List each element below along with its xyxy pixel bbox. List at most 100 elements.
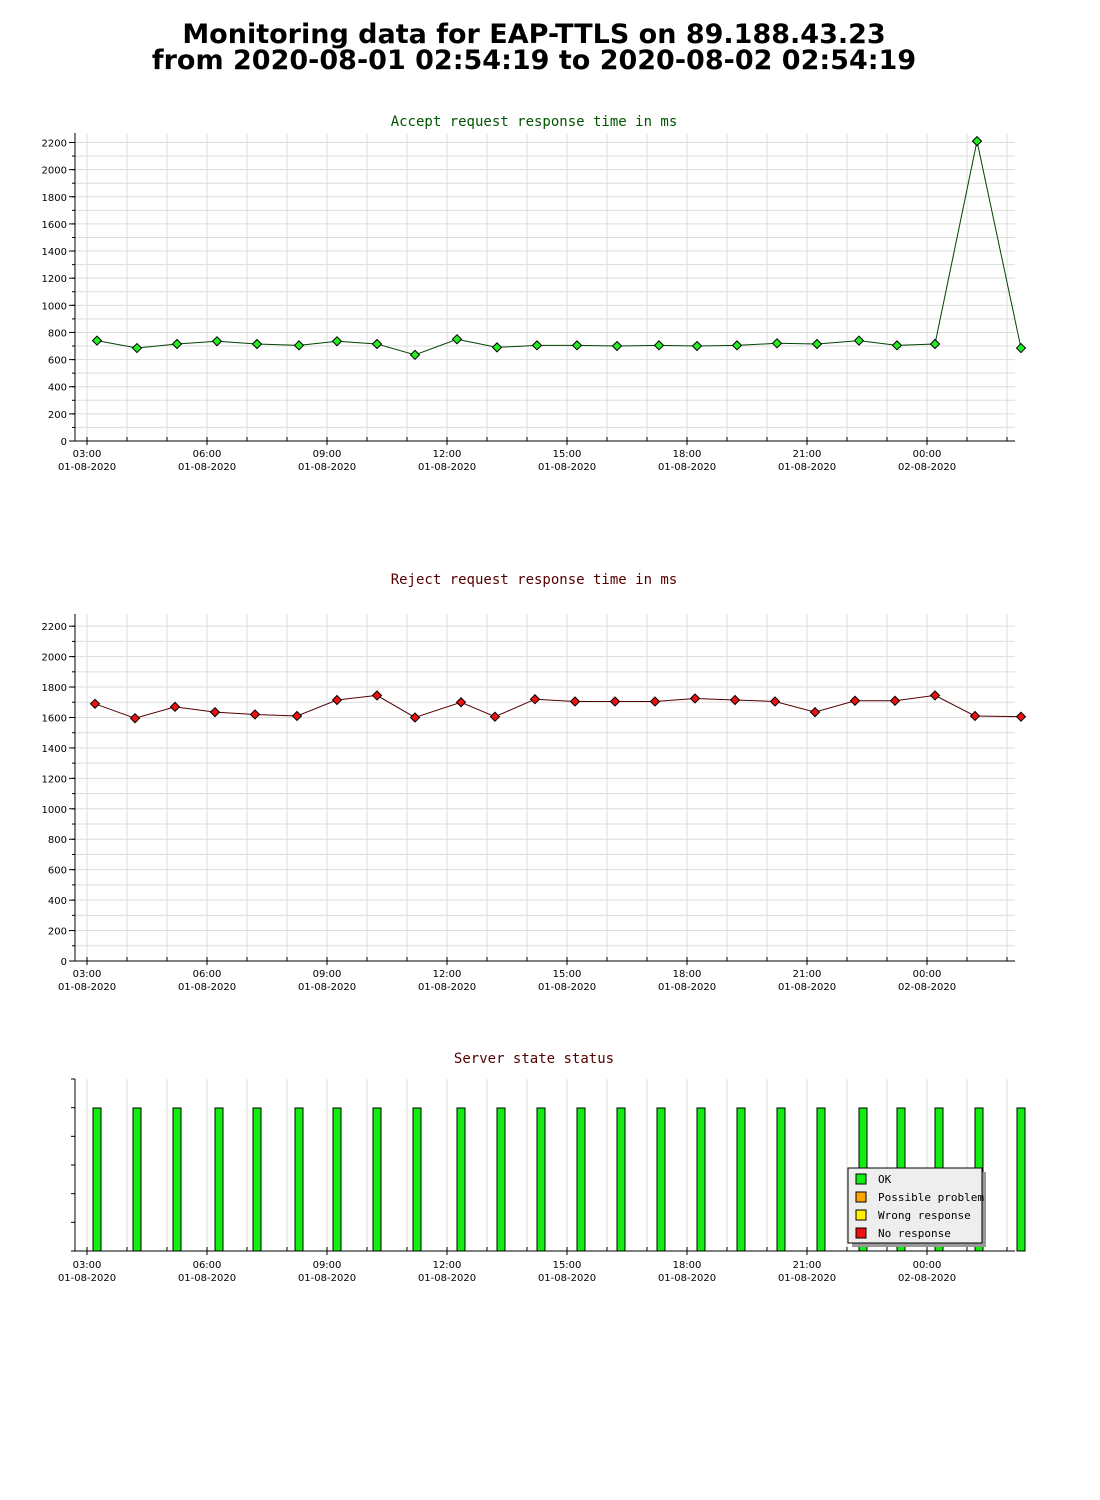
data-point: [971, 135, 983, 147]
x-tick-label-date: 01-08-2020: [298, 982, 356, 993]
data-point: [91, 335, 103, 346]
x-tick-label-time: 12:00: [433, 1260, 462, 1271]
x-tick-label-time: 21:00: [793, 1260, 822, 1271]
x-tick-label-date: 01-08-2020: [658, 982, 716, 993]
data-point: [729, 694, 741, 706]
data-point: [609, 696, 621, 707]
data-point: [811, 338, 823, 350]
status-bar: [1016, 1107, 1026, 1252]
status-bar: [816, 1107, 826, 1252]
status-bar: [372, 1107, 382, 1252]
x-tick-label-time: 18:00: [673, 449, 702, 460]
y-tick-label: 600: [48, 356, 67, 367]
status-bar: [576, 1107, 586, 1252]
y-tick-label: 1400: [42, 247, 67, 258]
x-tick-label-date: 01-08-2020: [658, 462, 716, 473]
x-tick-label-time: 09:00: [313, 449, 342, 460]
y-tick-label: 1800: [42, 193, 67, 204]
legend-label: No response: [878, 1227, 951, 1240]
x-tick-label-date: 01-08-2020: [178, 1273, 236, 1284]
status-bar: [696, 1107, 706, 1252]
status-bar: [214, 1107, 224, 1252]
data-point: [209, 706, 221, 718]
data-point: [769, 696, 781, 707]
data-point: [331, 336, 343, 347]
y-tick-label: 200: [48, 410, 67, 421]
chart-title: Reject request response time in ms: [391, 572, 678, 588]
y-tick-label: 1400: [42, 744, 67, 755]
x-tick-label-time: 15:00: [553, 449, 582, 460]
x-tick-label-time: 09:00: [313, 1260, 342, 1271]
legend-swatch: [855, 1209, 867, 1221]
status-bar: [412, 1107, 422, 1252]
x-tick-label-time: 15:00: [553, 969, 582, 980]
data-point: [889, 695, 901, 706]
data-point: [691, 340, 703, 352]
data-point: [251, 338, 263, 350]
data-point: [249, 709, 261, 720]
y-tick-label: 400: [48, 896, 67, 907]
data-point: [929, 338, 941, 350]
data-point: [131, 342, 143, 354]
status-bar: [536, 1107, 546, 1252]
series-line: [94, 694, 1022, 719]
x-tick-label-time: 12:00: [433, 449, 462, 460]
chart-title: Server state status: [454, 1051, 614, 1067]
data-point: [491, 342, 503, 353]
x-tick-label-time: 06:00: [193, 449, 222, 460]
x-tick-label-date: 02-08-2020: [898, 1273, 956, 1284]
x-tick-label-date: 01-08-2020: [178, 462, 236, 473]
data-point: [771, 338, 783, 349]
y-tick-label: 1600: [42, 713, 67, 724]
status-bar: [172, 1107, 182, 1252]
legend-swatch: [855, 1191, 867, 1203]
x-tick-label-time: 18:00: [673, 969, 702, 980]
data-point: [409, 712, 421, 723]
data-point: [291, 710, 303, 722]
data-point: [371, 338, 383, 350]
y-tick-label: 1000: [42, 301, 67, 312]
y-tick-label: 1200: [42, 274, 67, 285]
legend-swatch: [855, 1227, 867, 1239]
data-point: [849, 695, 861, 706]
chart-1: Reject request response time in ms 0 200 40…: [42, 572, 1027, 993]
data-point: [89, 698, 101, 710]
x-tick-label-time: 06:00: [193, 1260, 222, 1271]
data-point: [649, 696, 661, 707]
x-tick-label-date: 01-08-2020: [778, 982, 836, 993]
y-tick-label: 1200: [42, 774, 67, 785]
x-tick-label-date: 01-08-2020: [58, 462, 116, 473]
chart-title: Accept request response time in ms: [391, 114, 678, 130]
y-tick-label: 2200: [42, 622, 67, 633]
y-tick-label: 200: [48, 927, 67, 938]
y-tick-label: 1800: [42, 683, 67, 694]
data-point: [929, 690, 941, 701]
legend-box: [847, 1167, 983, 1244]
data-point: [571, 340, 583, 351]
data-point: [293, 340, 305, 351]
data-point: [409, 349, 421, 361]
x-tick-label-time: 03:00: [73, 1260, 102, 1271]
y-tick-label: 0: [61, 957, 67, 968]
data-point: [653, 340, 665, 351]
data-point: [1015, 711, 1027, 722]
y-tick-label: 2000: [42, 653, 67, 664]
data-point: [455, 697, 467, 708]
data-point: [171, 338, 183, 350]
x-tick-label-date: 01-08-2020: [658, 1273, 716, 1284]
data-point: [853, 335, 865, 346]
x-tick-label-date: 01-08-2020: [58, 1273, 116, 1284]
data-point: [531, 340, 543, 351]
x-tick-label-time: 06:00: [193, 969, 222, 980]
y-tick-label: 1000: [42, 805, 67, 816]
data-point: [1015, 342, 1027, 354]
chart-2: Server state status 03:00 01-08-2020 06:00 0…: [58, 1051, 1026, 1284]
data-point: [129, 713, 141, 724]
data-point: [371, 690, 383, 701]
legend-label: Possible problem: [878, 1191, 984, 1204]
x-tick-label-date: 01-08-2020: [418, 462, 476, 473]
x-tick-label-date: 01-08-2020: [418, 982, 476, 993]
x-tick-label-date: 01-08-2020: [538, 1273, 596, 1284]
data-point: [169, 701, 181, 713]
data-point: [211, 336, 223, 347]
